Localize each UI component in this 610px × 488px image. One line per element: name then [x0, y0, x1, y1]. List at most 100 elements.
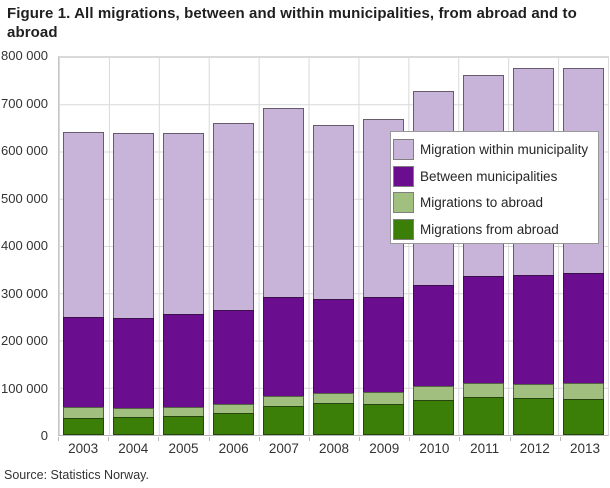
x-tick-mark [308, 437, 310, 441]
x-tick-mark [459, 437, 461, 441]
bar-slot-2012 [508, 57, 558, 435]
bar-segment [163, 314, 205, 408]
legend-swatch-icon [393, 219, 414, 241]
bar-segment [312, 403, 354, 435]
y-tick-label: 800 000 [1, 48, 48, 63]
bar-segment [213, 309, 255, 405]
x-tick-label-2013: 2013 [569, 441, 600, 456]
stacked-bar-2011 [462, 74, 504, 435]
bar-slot-2011 [458, 57, 508, 435]
bar-segment [263, 405, 305, 435]
bar-segment [412, 399, 454, 435]
bar-segment [163, 416, 205, 435]
legend-item[interactable]: Migrations from abroad [393, 219, 598, 241]
x-axis-ticks [58, 437, 610, 442]
bar-segment [562, 382, 604, 400]
bar-segment [113, 317, 155, 409]
stacked-bar-2012 [512, 68, 554, 435]
bar-slot-2007 [259, 57, 309, 435]
bar-segment [63, 417, 105, 435]
x-tick-label-2007: 2007 [268, 441, 299, 456]
x-tick-label-2004: 2004 [118, 441, 149, 456]
bar-segment [113, 417, 155, 435]
x-tick-label-2003: 2003 [68, 441, 99, 456]
x-tick-mark [208, 437, 210, 441]
bar-slot-2013 [558, 57, 608, 435]
legend-label: Between municipalities [420, 168, 558, 184]
bar-segment [462, 382, 504, 398]
bar-segment [63, 317, 105, 409]
x-tick-mark [58, 437, 59, 441]
bar-segment [263, 297, 305, 398]
y-tick-label: 400 000 [1, 238, 48, 253]
bar-slot-2004 [109, 57, 159, 435]
bar-segment [512, 397, 554, 435]
legend-swatch-icon [393, 138, 414, 160]
y-tick-label: 700 000 [1, 95, 48, 111]
stacked-bar-2003 [63, 132, 105, 435]
legend-item[interactable]: Migrations to abroad [393, 192, 598, 214]
x-tick-mark [409, 437, 411, 441]
bar-segment [562, 398, 604, 435]
source-note: Source: Statistics Norway. [4, 468, 149, 482]
x-tick-label-2006: 2006 [218, 441, 249, 456]
bar-slot-2010 [408, 57, 458, 435]
x-tick-label-2009: 2009 [369, 441, 400, 456]
x-tick-label-2011: 2011 [470, 441, 500, 456]
bar-segment [113, 132, 155, 319]
legend-item[interactable]: Between municipalities [393, 165, 598, 187]
bar-segment [412, 385, 454, 401]
x-tick-label-2012: 2012 [519, 441, 550, 456]
x-tick-mark [158, 437, 160, 441]
bar-segment [63, 132, 105, 319]
bar-segment [362, 404, 404, 435]
plot-area [58, 56, 609, 436]
bar-segment [312, 125, 354, 301]
x-tick-mark [559, 437, 561, 441]
legend-item[interactable]: Migration within municipality [393, 138, 598, 160]
bar-segment [263, 108, 305, 299]
x-tick-label-2010: 2010 [419, 441, 450, 456]
bar-segment [362, 297, 404, 394]
bar-segment [562, 272, 604, 384]
legend: Migration within municipality Between mun… [390, 131, 599, 244]
y-tick-label: 100 000 [1, 380, 48, 396]
legend-label: Migrations from abroad [420, 222, 559, 238]
bar-slot-2006 [209, 57, 259, 435]
legend-swatch-icon [393, 165, 414, 187]
bar-slot-2009 [358, 57, 408, 435]
x-tick-mark [509, 437, 511, 441]
bar-segment [213, 122, 255, 311]
bar-segment [512, 274, 554, 386]
bar-slot-2005 [159, 57, 209, 435]
bar-segment [213, 413, 255, 435]
legend-label: Migrations to abroad [420, 195, 544, 211]
legend-label: Migration within municipality [420, 141, 589, 157]
bar-segment [163, 132, 205, 316]
bar-slot-2008 [309, 57, 359, 435]
stacked-bar-2004 [113, 132, 155, 435]
stacked-bar-2005 [163, 132, 205, 435]
x-tick-mark [108, 437, 110, 441]
chart-title: Figure 1. All migrations, between and wi… [7, 5, 577, 41]
stacked-bar-2007 [263, 108, 305, 435]
y-tick-label: 0 [40, 428, 48, 443]
x-axis: 2003 2004 2005 2006 2007 2008 2009 2010 2011 2012… [58, 441, 610, 456]
y-tick-label: 500 000 [1, 190, 48, 206]
bar-segment [412, 285, 454, 387]
y-tick-label: 600 000 [1, 143, 48, 158]
x-tick-label-2005: 2005 [168, 441, 199, 456]
x-tick-mark [359, 437, 361, 441]
bar-segment [462, 276, 504, 384]
x-tick-mark [258, 437, 260, 441]
y-tick-label: 300 000 [1, 285, 48, 301]
y-tick-label: 200 000 [1, 333, 48, 348]
stacked-bar-2008 [312, 125, 354, 435]
stacked-bar-2006 [213, 122, 255, 435]
bar-segment [512, 384, 554, 399]
x-tick-label-2008: 2008 [319, 441, 350, 456]
legend-swatch-icon [393, 192, 414, 214]
bar-segment [312, 299, 354, 394]
bar-slot-2003 [59, 57, 109, 435]
